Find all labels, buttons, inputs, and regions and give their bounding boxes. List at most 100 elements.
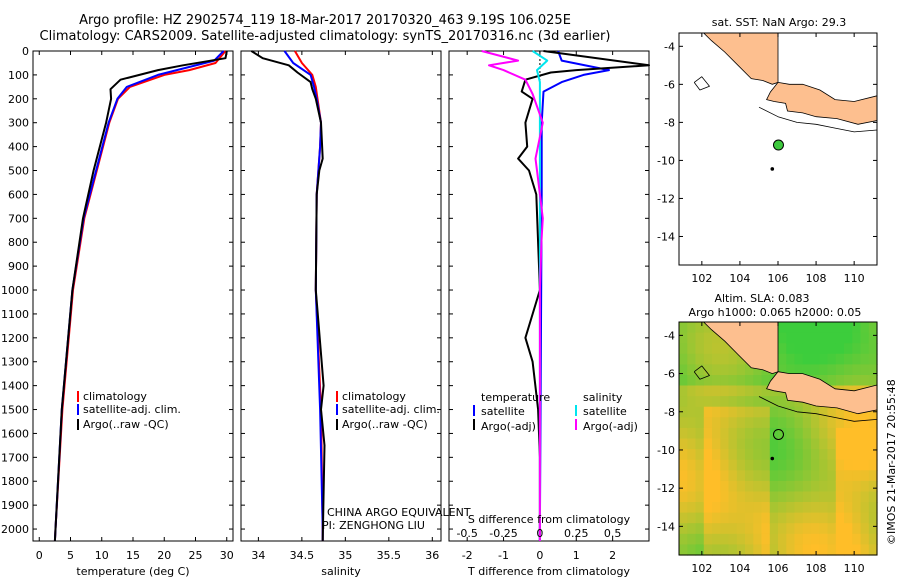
bathymetry-contour (758, 106, 878, 133)
sla-cell (695, 449, 705, 461)
sla-cell (786, 427, 796, 440)
sla-cell (802, 533, 812, 545)
depth-tick-label: 400 (8, 141, 29, 154)
sla-cell (695, 512, 705, 524)
sla-cell (687, 544, 697, 556)
sla-cell (852, 544, 862, 556)
depth-tick-label: 1700 (1, 451, 29, 464)
sla-cell (679, 502, 688, 514)
top-tick-label: 0.5 (604, 527, 622, 540)
sla-cell (827, 427, 837, 440)
sla-cell (695, 343, 705, 355)
sla-cell (811, 512, 820, 524)
sla-cell (720, 427, 730, 440)
sla-cell (860, 322, 870, 334)
sla-cell (802, 523, 812, 535)
sla-cell (827, 353, 837, 365)
sla-cell (769, 544, 779, 556)
sla-cell (761, 470, 771, 482)
sla-cell (835, 459, 845, 471)
lon-tick-label: 110 (844, 272, 865, 285)
sla-cell (687, 427, 697, 440)
sla-cell (695, 375, 705, 387)
sla-cell (679, 459, 688, 471)
bathymetry-contour (758, 396, 878, 422)
sla-cell (769, 427, 779, 440)
sla-cell (679, 322, 688, 334)
sla-cell (868, 438, 878, 450)
sla-cell (811, 449, 820, 461)
sla-cell (745, 544, 754, 556)
sla-cell (769, 533, 779, 545)
sla-cell (703, 427, 713, 440)
sla-cell (720, 417, 730, 429)
sla-cell (868, 533, 878, 545)
sla-cell (802, 480, 812, 493)
sla-cell (835, 375, 845, 387)
sla-cell (844, 417, 853, 429)
lon-tick-label: 106 (768, 562, 789, 575)
sla-cell (720, 502, 730, 514)
sla-cell (679, 343, 688, 355)
sla-cell (860, 502, 870, 514)
christmas-island (770, 456, 775, 461)
sla-cell (868, 427, 878, 440)
sla-cell (695, 544, 705, 556)
sla-cell (852, 502, 862, 514)
sla-cell (794, 512, 804, 524)
sla-cell (745, 470, 754, 482)
sla-cell (844, 332, 853, 344)
sla-cell (852, 470, 862, 482)
sla-cell (728, 427, 738, 440)
sla-cell (769, 459, 779, 471)
land-java (766, 371, 878, 415)
sla-cell (794, 332, 804, 344)
lat-tick-label: -10 (657, 154, 675, 167)
sla-cell (852, 364, 862, 376)
sla-cell (786, 470, 796, 482)
sla-cell (712, 449, 721, 461)
sla-cell (786, 491, 796, 503)
sla-cell (728, 480, 738, 493)
sla-cell (695, 502, 705, 514)
sla-cell (761, 459, 771, 471)
sla-cell (728, 385, 738, 397)
sla-cell (860, 438, 870, 450)
argo-position-marker (772, 139, 784, 151)
sla-cell (852, 427, 862, 440)
sla-cell (860, 533, 870, 545)
sla-cell (860, 364, 870, 376)
sla-cell (703, 470, 713, 482)
sla-cell (811, 533, 820, 545)
depth-tick-label: 300 (8, 117, 29, 130)
lon-tick-label: 110 (844, 562, 865, 575)
depth-tick-label: 1500 (1, 404, 29, 417)
x-tick-label: 36 (425, 549, 439, 562)
map-title-sla: Altim. SLA: 0.083 (714, 292, 809, 305)
sla-cell (753, 512, 763, 524)
sla-cell (769, 480, 779, 493)
legend-label: climatology (83, 390, 147, 403)
sla-cell (712, 491, 721, 503)
sla-cell (687, 375, 697, 387)
sla-cell (844, 449, 853, 461)
sla-cell (852, 491, 862, 503)
sla-cell (712, 364, 721, 376)
depth-tick-label: 100 (8, 69, 29, 82)
sla-cell (761, 406, 771, 418)
sla-cell (835, 491, 845, 503)
sla-cell (720, 353, 730, 365)
temperature-line-3 (53, 50, 228, 542)
sla-cell (811, 491, 820, 503)
sla-cell (761, 396, 771, 408)
sla-cell (786, 480, 796, 493)
sla-cell (835, 544, 845, 556)
top-tick-label: 0 (536, 527, 543, 540)
sla-cell (745, 385, 754, 397)
sla-cell (778, 470, 787, 482)
lon-tick-label: 108 (806, 562, 827, 575)
sla-cell (761, 449, 771, 461)
sla-cell (720, 544, 730, 556)
x-tick-label: 25 (189, 549, 203, 562)
